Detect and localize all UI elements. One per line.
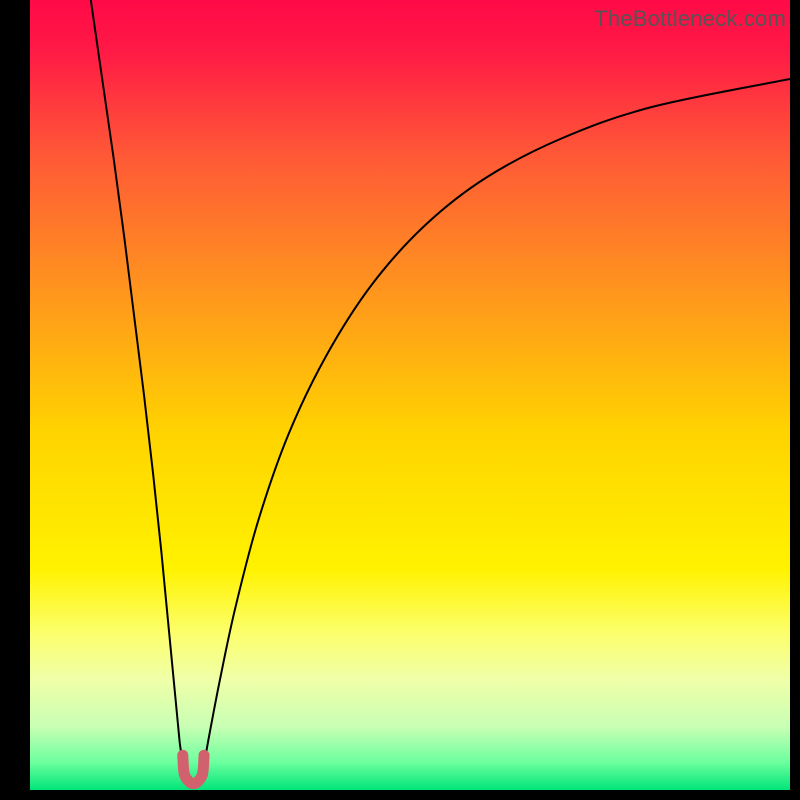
valley-marker [183, 755, 204, 783]
plot-frame [30, 0, 790, 790]
stage: TheBottleneck.com [0, 0, 800, 800]
watermark-label: TheBottleneck.com [594, 6, 786, 32]
curve-left [91, 0, 183, 765]
curves-layer [30, 0, 790, 790]
curve-right [204, 79, 790, 765]
plot-area [30, 0, 790, 790]
